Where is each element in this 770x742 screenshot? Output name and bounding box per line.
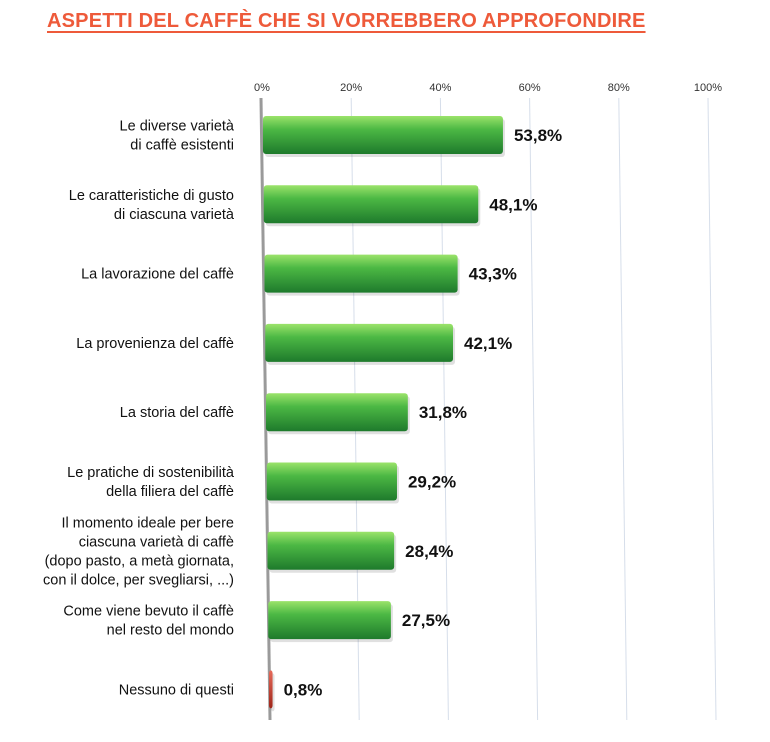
bar [263,185,479,224]
category-label: La storia del caffè [120,405,234,421]
grid-line [529,97,539,721]
category-label: Le pratiche di sostenibilità della filier… [67,465,235,500]
value-label: 29,2% [408,473,456,492]
category-label: Le diverse varietà di caffè esistenti [120,119,235,154]
chart-title: ASPETTI DEL CAFFÈ CHE SI VORREBBERO APPR… [47,10,646,32]
value-label: 27,5% [402,611,450,630]
x-tick-label: 20% [340,82,362,94]
labels: 53,8% Le diverse varietà di caffè esistent… [43,119,562,700]
bar [267,531,395,570]
category-label: Le caratteristiche di gusto di ciascuna v… [69,188,235,223]
value-label: 0,8% [284,680,323,699]
category-label: Come viene bevuto il caffè nel resto del … [63,604,234,639]
category-label: Il momento ideale per bere ciascuna varie… [43,515,234,588]
category-label: Nessuno di questi [119,682,234,698]
value-label: 42,1% [464,334,512,353]
value-label: 31,8% [419,403,467,422]
grid-line [618,97,628,721]
bar [269,670,273,709]
x-tick-label: 0% [254,82,270,94]
category-label: La lavorazione del caffè [81,267,234,283]
x-tick-label: 100% [694,82,722,94]
bar [264,254,458,293]
value-label: 28,4% [405,542,453,561]
bar [263,116,503,154]
bar [266,393,408,432]
x-tick-label: 80% [608,82,630,94]
grid-line [707,97,717,721]
value-label: 48,1% [489,195,537,214]
bar [266,462,397,501]
x-tick-label: 40% [429,82,451,94]
value-label: 53,8% [514,126,562,145]
bar [265,323,454,362]
bars [263,116,505,712]
value-label: 43,3% [469,265,517,284]
x-tick-label: 60% [519,82,541,94]
bar [268,601,391,640]
category-label: La provenienza del caffè [76,336,234,352]
